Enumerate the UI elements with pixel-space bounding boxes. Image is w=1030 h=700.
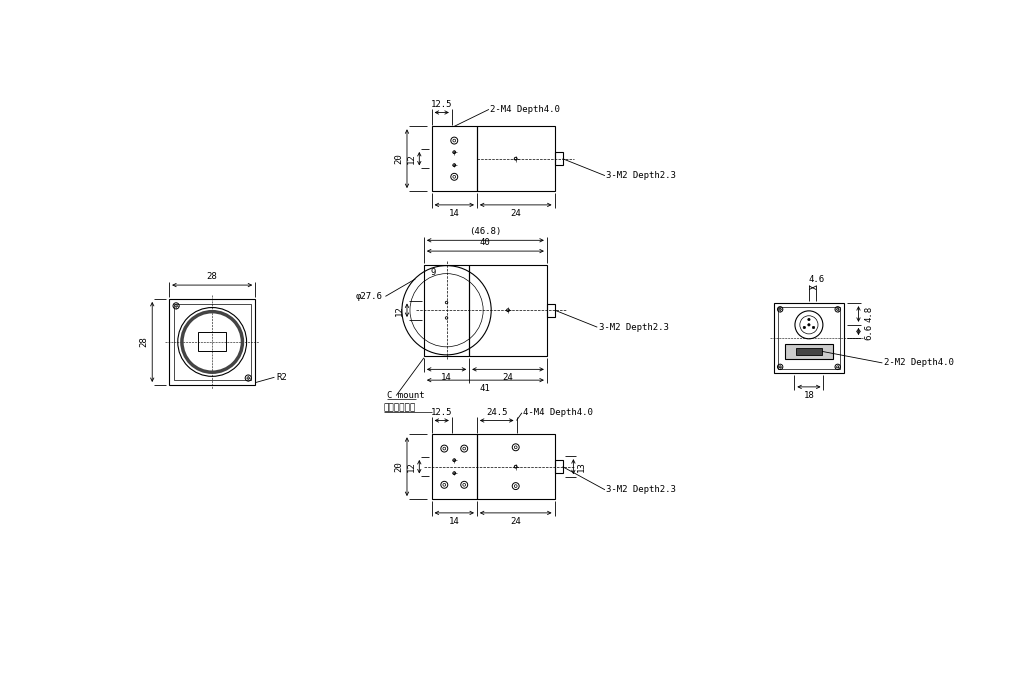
Text: 2-M4 Depth4.0: 2-M4 Depth4.0 bbox=[490, 105, 560, 114]
Text: C mount: C mount bbox=[387, 391, 424, 400]
Text: 12: 12 bbox=[407, 153, 416, 164]
Text: 18: 18 bbox=[803, 391, 815, 400]
Bar bbox=[424, 265, 470, 356]
Text: 14: 14 bbox=[441, 373, 452, 382]
Text: 13: 13 bbox=[577, 461, 585, 472]
Text: 41: 41 bbox=[480, 384, 490, 393]
Text: 24.5: 24.5 bbox=[486, 407, 508, 416]
Bar bbox=[199, 332, 226, 351]
Bar bbox=[554, 152, 562, 165]
Text: 14: 14 bbox=[449, 517, 459, 526]
Text: 14: 14 bbox=[449, 209, 459, 218]
Circle shape bbox=[813, 326, 815, 328]
Bar bbox=[477, 434, 554, 499]
Bar bbox=[554, 460, 562, 473]
Text: 2-M2 Depth4.0: 2-M2 Depth4.0 bbox=[884, 358, 954, 368]
Text: 12.5: 12.5 bbox=[431, 99, 452, 108]
Bar bbox=[785, 344, 832, 359]
Text: 3-M2 Depth2.3: 3-M2 Depth2.3 bbox=[598, 323, 668, 332]
Text: 4.8: 4.8 bbox=[864, 306, 873, 322]
Text: 24: 24 bbox=[510, 209, 521, 218]
Text: 9: 9 bbox=[431, 268, 436, 277]
Bar bbox=[432, 434, 477, 499]
Text: φ27.6: φ27.6 bbox=[355, 292, 382, 301]
Text: R2: R2 bbox=[276, 373, 286, 382]
Text: 3-M2 Depth2.3: 3-M2 Depth2.3 bbox=[607, 171, 677, 180]
Text: 12: 12 bbox=[407, 461, 416, 472]
Circle shape bbox=[808, 323, 810, 326]
Text: 12: 12 bbox=[394, 305, 404, 316]
Text: 24: 24 bbox=[510, 517, 521, 526]
Bar bbox=[477, 126, 554, 191]
Bar bbox=[778, 307, 840, 369]
Text: 4-M4 Depth4.0: 4-M4 Depth4.0 bbox=[523, 408, 593, 417]
Text: 3-M2 Depth2.3: 3-M2 Depth2.3 bbox=[607, 485, 677, 494]
Bar bbox=[470, 265, 547, 356]
Text: 12.5: 12.5 bbox=[431, 407, 452, 416]
Text: 20: 20 bbox=[394, 153, 403, 164]
Bar bbox=[796, 347, 822, 355]
Circle shape bbox=[808, 318, 810, 321]
Bar bbox=[169, 299, 255, 385]
Text: 20: 20 bbox=[394, 461, 403, 472]
Text: 28: 28 bbox=[139, 337, 148, 347]
Text: (46.8): (46.8) bbox=[470, 228, 502, 237]
Bar bbox=[432, 126, 477, 191]
Circle shape bbox=[803, 326, 805, 328]
Bar bbox=[774, 303, 844, 373]
Text: 対面同一形状: 対面同一形状 bbox=[384, 403, 416, 412]
Bar bbox=[547, 304, 555, 316]
Text: 28: 28 bbox=[207, 272, 217, 281]
Text: 6.6: 6.6 bbox=[864, 323, 873, 340]
Text: 4.6: 4.6 bbox=[809, 275, 825, 284]
Text: 40: 40 bbox=[480, 238, 490, 247]
Bar bbox=[174, 304, 250, 380]
Text: 24: 24 bbox=[503, 373, 513, 382]
